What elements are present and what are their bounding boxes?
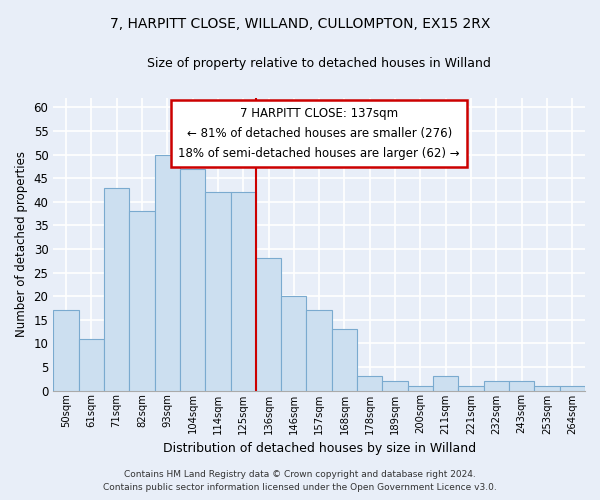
Bar [433,376,458,390]
Bar [104,188,129,390]
Bar [79,338,104,390]
Bar [458,386,484,390]
Bar [560,386,585,390]
Text: 7, HARPITT CLOSE, WILLAND, CULLOMPTON, EX15 2RX: 7, HARPITT CLOSE, WILLAND, CULLOMPTON, E… [110,18,490,32]
Bar [535,386,560,390]
Text: 7 HARPITT CLOSE: 137sqm
← 81% of detached houses are smaller (276)
18% of semi-d: 7 HARPITT CLOSE: 137sqm ← 81% of detache… [178,107,460,160]
Bar [230,192,256,390]
Bar [129,212,155,390]
Bar [53,310,79,390]
Bar [484,381,509,390]
Bar [509,381,535,390]
Bar [205,192,230,390]
Title: Size of property relative to detached houses in Willand: Size of property relative to detached ho… [147,58,491,70]
Y-axis label: Number of detached properties: Number of detached properties [15,152,28,338]
Bar [307,310,332,390]
Bar [382,381,408,390]
Bar [408,386,433,390]
Bar [256,258,281,390]
Bar [357,376,382,390]
X-axis label: Distribution of detached houses by size in Willand: Distribution of detached houses by size … [163,442,476,455]
Bar [332,329,357,390]
Text: Contains HM Land Registry data © Crown copyright and database right 2024.
Contai: Contains HM Land Registry data © Crown c… [103,470,497,492]
Bar [180,169,205,390]
Bar [281,296,307,390]
Bar [155,154,180,390]
